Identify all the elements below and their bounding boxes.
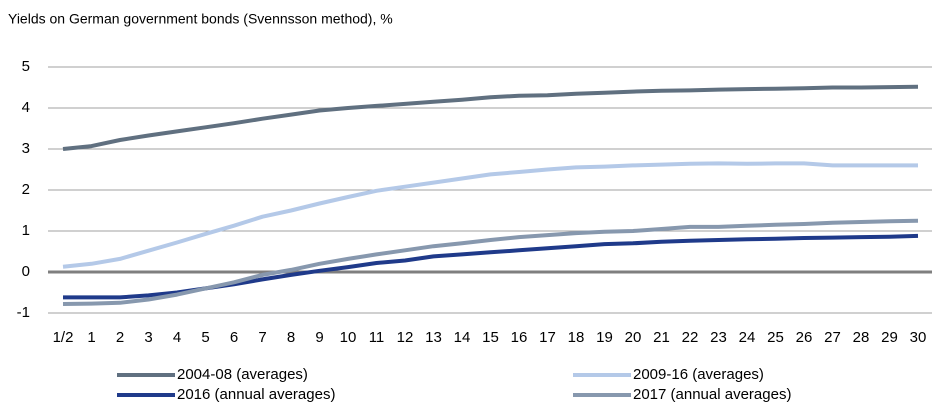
x-tick-label: 12 (397, 329, 414, 346)
legend-label: 2017 (annual averages) (633, 386, 791, 403)
x-tick-label: 27 (824, 329, 841, 346)
x-tick-label: 20 (625, 329, 642, 346)
y-tick-label: 2 (22, 181, 30, 198)
x-tick-label: 15 (482, 329, 499, 346)
x-tick-label: 1 (87, 329, 95, 346)
y-tick-label: -1 (17, 304, 30, 321)
x-tick-label: 26 (796, 329, 813, 346)
series-line (62, 161, 918, 269)
x-tick-label: 16 (511, 329, 528, 346)
x-tick-label: 22 (682, 329, 699, 346)
y-tick-label: 4 (22, 99, 30, 116)
x-tick-label: 9 (315, 329, 323, 346)
x-tick-label: 23 (710, 329, 727, 346)
x-tick-label: 2 (116, 329, 124, 346)
x-tick-label: 18 (568, 329, 585, 346)
x-tick-label: 6 (230, 329, 238, 346)
x-tick-label: 28 (853, 329, 870, 346)
legend-label: 2004-08 (averages) (177, 366, 308, 383)
x-tick-label: 1/2 (53, 329, 74, 346)
legend-label: 2009-16 (averages) (633, 366, 764, 383)
x-tick-label: 19 (596, 329, 613, 346)
y-tick-label: 1 (22, 222, 30, 239)
series-line (62, 218, 919, 306)
x-tick-label: 11 (369, 329, 385, 346)
legend-label: 2016 (annual averages) (177, 386, 335, 403)
y-tick-label: 5 (22, 58, 30, 75)
x-tick-label: 30 (910, 329, 927, 346)
series-line (63, 233, 919, 300)
x-tick-label: 21 (653, 329, 670, 346)
x-tick-label: 5 (201, 329, 209, 346)
y-tick-label: 0 (22, 263, 30, 280)
series-line (62, 84, 919, 151)
x-tick-label: 17 (539, 329, 556, 346)
y-tick-label: 3 (22, 140, 30, 157)
x-tick-label: 25 (767, 329, 784, 346)
x-tick-label: 4 (173, 329, 181, 346)
x-tick-label: 14 (454, 329, 471, 346)
chart-title: Yields on German government bonds (Svenn… (8, 11, 393, 27)
x-tick-label: 10 (340, 329, 357, 346)
x-tick-label: 7 (258, 329, 266, 346)
x-tick-label: 3 (144, 329, 152, 346)
x-tick-label: 13 (425, 329, 442, 346)
x-tick-label: 29 (881, 329, 898, 346)
x-tick-label: 24 (739, 329, 756, 346)
x-tick-label: 8 (287, 329, 295, 346)
